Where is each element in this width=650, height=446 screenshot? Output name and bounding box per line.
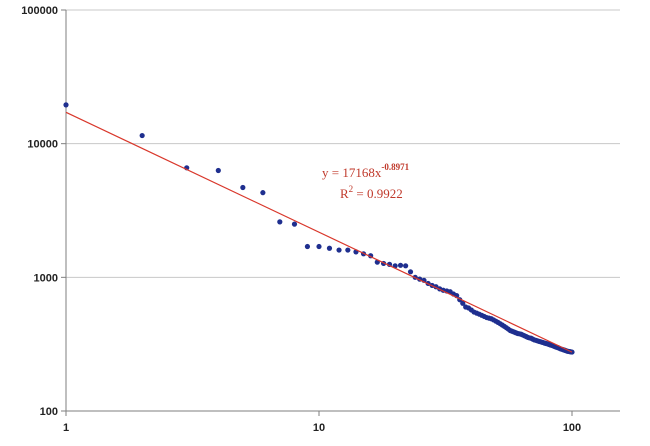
y-tick-label: 100000 bbox=[21, 5, 58, 17]
trend-equation-lhs: y = 17168x bbox=[322, 165, 382, 180]
r-squared-value: = 0.9922 bbox=[353, 186, 403, 201]
r-squared-exponent: 2 bbox=[349, 184, 354, 194]
data-point bbox=[277, 219, 283, 225]
data-point bbox=[240, 184, 246, 191]
x-axis-ticks: 1 10 100 bbox=[63, 411, 581, 434]
y-tick-label: 10000 bbox=[27, 139, 58, 151]
data-points bbox=[63, 102, 575, 355]
x-tick-label: 100 bbox=[563, 422, 581, 434]
data-point bbox=[63, 102, 69, 108]
y-tick-label: 100 bbox=[40, 406, 58, 418]
data-point bbox=[397, 262, 404, 268]
y-tick-label: 1000 bbox=[34, 272, 58, 284]
data-point bbox=[336, 247, 342, 253]
x-tick-label: 1 bbox=[63, 422, 69, 434]
trend-equation-exponent: -0.8971 bbox=[381, 162, 409, 172]
data-point bbox=[316, 243, 322, 250]
data-point bbox=[460, 300, 466, 306]
data-point bbox=[407, 269, 414, 275]
x-tick-label: 10 bbox=[313, 422, 325, 434]
trend-r-squared: R2 = 0.9922 bbox=[340, 184, 403, 201]
data-point bbox=[326, 245, 333, 251]
trendline bbox=[65, 111, 573, 353]
data-point bbox=[215, 167, 221, 174]
data-point bbox=[260, 190, 266, 196]
data-point bbox=[139, 132, 145, 139]
data-point bbox=[304, 243, 311, 250]
data-point bbox=[291, 221, 298, 227]
y-axis-ticks: 100 1000 10000 100000 bbox=[21, 5, 66, 418]
data-point bbox=[345, 247, 351, 253]
gridlines bbox=[66, 9, 620, 278]
r-squared-label: R bbox=[340, 186, 349, 201]
trend-equation: y = 17168x-0.8971 bbox=[322, 162, 410, 180]
data-point bbox=[403, 263, 409, 269]
